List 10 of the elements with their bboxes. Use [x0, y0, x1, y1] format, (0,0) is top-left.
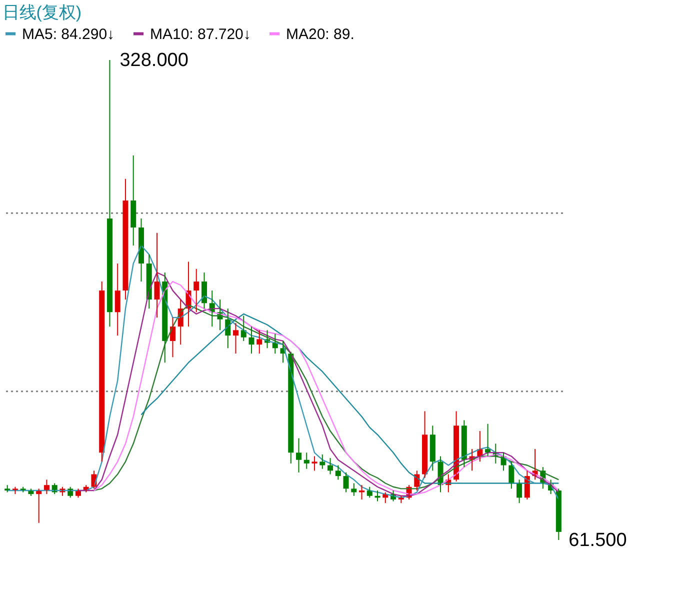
text: 61.500: [568, 530, 627, 551]
candlestick: [312, 456, 318, 472]
legend-label: MA10: 87.720↓: [150, 26, 251, 43]
candlestick: [359, 484, 365, 500]
candlestick: [351, 482, 357, 496]
candlestick: [320, 454, 326, 470]
annotation: 328.000: [120, 50, 188, 71]
legend-label: MA5: 84.290↓: [22, 26, 115, 43]
chart-title: 日线(复权): [2, 3, 82, 22]
legend-label: MA20: 89.: [286, 26, 354, 43]
